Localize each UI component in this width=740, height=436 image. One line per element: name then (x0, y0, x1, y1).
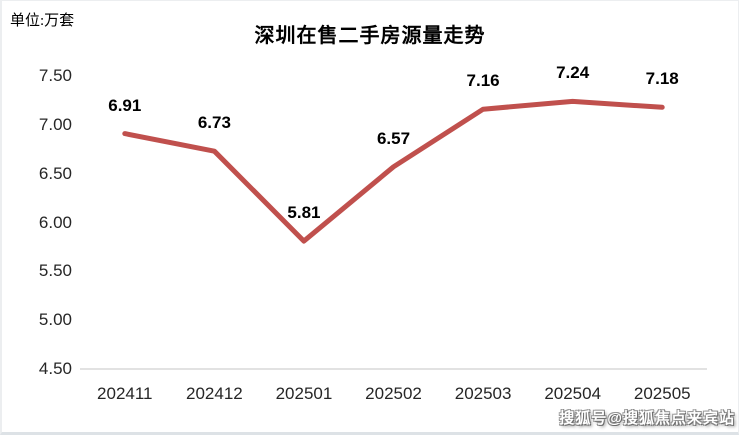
chart-canvas: 单位:万套 深圳在售二手房源量走势 7.50 7.00 6.50 6.00 5.… (0, 0, 739, 435)
data-label: 5.81 (271, 203, 337, 223)
x-tick-label: 202504 (528, 384, 618, 404)
data-label: 7.24 (540, 63, 606, 83)
watermark: 搜狐号@搜狐焦点来宾站 (559, 407, 735, 428)
data-label: 7.16 (450, 71, 516, 91)
x-tick-label: 202411 (80, 384, 170, 404)
x-tick-label: 202503 (438, 384, 528, 404)
x-tick-label: 202505 (617, 384, 707, 404)
x-axis: 202411 202412 202501 202502 202503 20250… (80, 384, 707, 404)
x-tick-label: 202501 (259, 384, 349, 404)
data-label: 6.57 (361, 129, 427, 149)
x-tick-label: 202502 (349, 384, 439, 404)
data-label: 6.91 (92, 96, 158, 116)
x-tick-label: 202412 (170, 384, 260, 404)
line-plot (2, 1, 738, 432)
data-label: 7.18 (629, 69, 695, 89)
data-label: 6.73 (181, 113, 247, 133)
